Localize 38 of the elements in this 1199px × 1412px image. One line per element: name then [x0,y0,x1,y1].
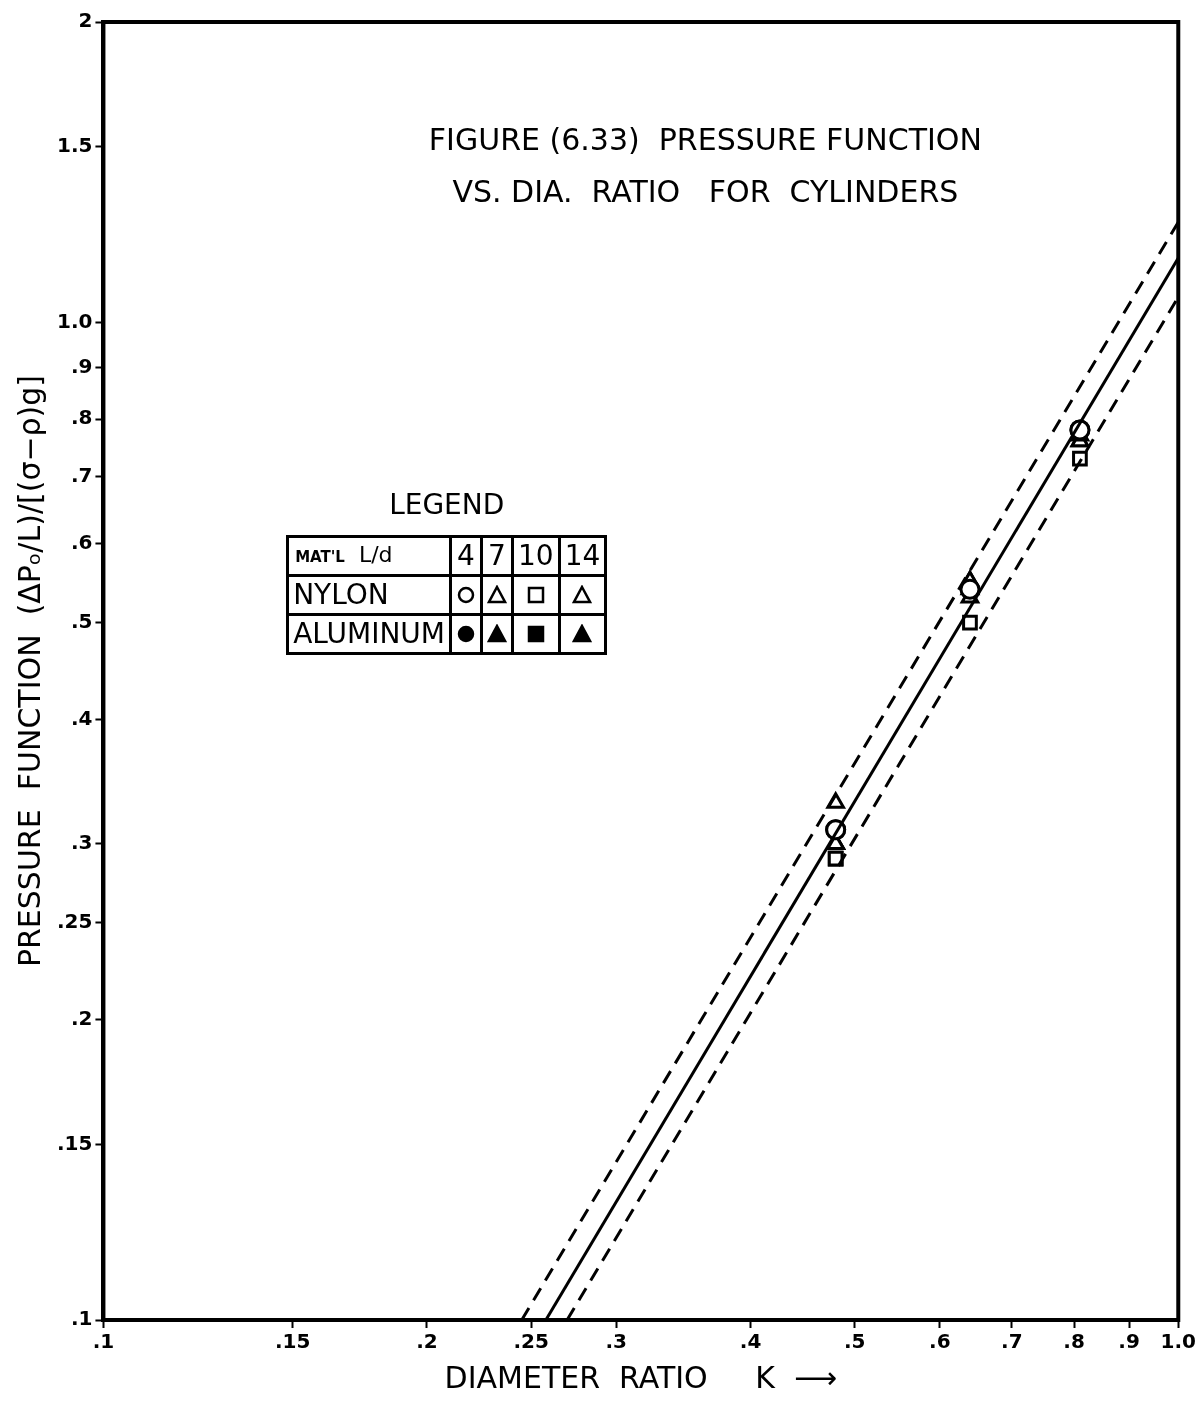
y-tick-label: .7 [70,463,93,488]
y-tick-label: .3 [70,830,93,855]
y-tick-label: .4 [70,705,93,730]
y-tick-label: .9 [70,354,93,379]
x-tick-label: .8 [1063,1329,1085,1354]
x-tick-label: 1.0 [1160,1329,1196,1354]
x-tick-label: .2 [416,1329,438,1354]
y-tick-label: .1 [70,1306,93,1331]
x-tick-label: .4 [739,1329,762,1354]
x-tick-label: .3 [605,1329,628,1354]
x-tick-label: .6 [929,1329,951,1354]
y-tick-label: .25 [56,909,93,934]
x-axis-title: DIAMETER RATIO K ⟶ [444,1359,838,1395]
y-tick-label: .15 [56,1130,93,1155]
annotation: ALUMINUM [287,614,451,654]
annotation: 7 [481,536,513,576]
y-axis-title: PRESSURE FUNCTION (ΔPₒ/L)/[(σ−ρ)g] [11,374,47,968]
text: FIGURE (6.33) PRESSURE FUNCTION VS. DIA. RATIO FOR CYLINDERS [428,121,982,209]
annotation: 10 [512,536,560,576]
annotation: MAT'L [295,547,345,566]
y-tick-label: 2 [78,8,93,33]
annotation: NYLON [287,575,451,615]
x-tick-label: .5 [843,1329,866,1354]
x-tick-label: .15 [274,1329,311,1354]
annotation: 4 [450,536,482,576]
annotation: L/d [358,541,393,567]
x-tick-label: .1 [92,1329,115,1354]
y-tick-label: .5 [70,608,93,633]
x-tick-label: .9 [1118,1329,1140,1354]
annotation: 14 [559,536,606,576]
y-tick-label: .6 [70,529,93,554]
x-tick-label: .25 [513,1329,549,1354]
legend-title: LEGEND [388,487,506,521]
y-tick-label: 1.5 [56,132,93,157]
y-tick-label: 1.0 [56,308,93,333]
y-tick-label: .2 [70,1005,93,1030]
y-tick-label: .8 [70,405,93,430]
x-tick-label: .7 [1001,1329,1023,1354]
